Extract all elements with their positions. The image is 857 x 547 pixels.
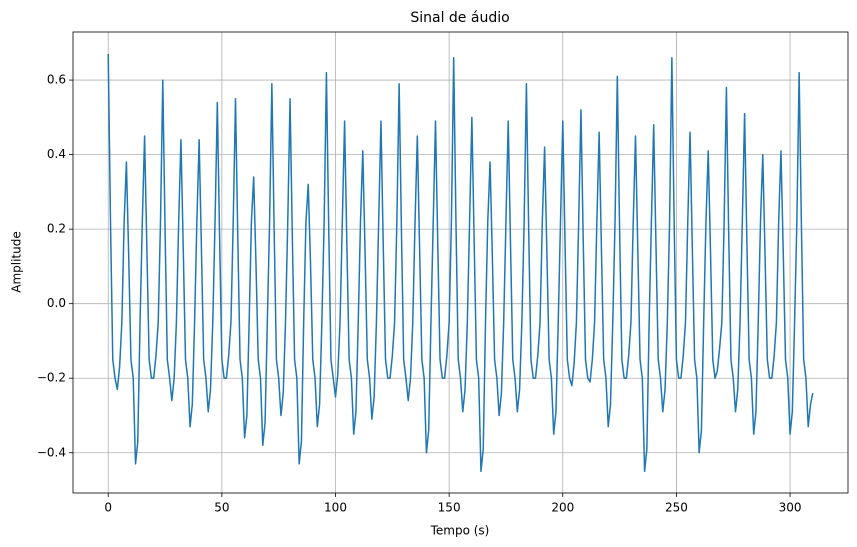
x-tick-label: 250 bbox=[665, 501, 688, 515]
plot-frame bbox=[72, 31, 849, 494]
chart-title: Sinal de áudio bbox=[410, 10, 509, 26]
y-axis-label: Amplitude bbox=[10, 231, 24, 293]
x-axis-label: Tempo (s) bbox=[430, 524, 490, 538]
x-tick-label: 0 bbox=[104, 501, 112, 515]
x-tick-label: 150 bbox=[438, 501, 461, 515]
x-tick-label: 50 bbox=[214, 501, 229, 515]
y-tick-label: 0.6 bbox=[47, 73, 66, 87]
x-tick-label: 100 bbox=[324, 501, 347, 515]
x-tick-label: 300 bbox=[779, 501, 802, 515]
y-tick-label: −0.4 bbox=[37, 445, 66, 459]
y-tick-label: 0.0 bbox=[47, 296, 66, 310]
y-tick-label: 0.4 bbox=[47, 147, 66, 161]
x-tick-label: 200 bbox=[551, 501, 574, 515]
signal-line bbox=[107, 53, 814, 473]
y-tick-label: −0.2 bbox=[37, 371, 66, 385]
y-tick-label: 0.2 bbox=[47, 222, 66, 236]
